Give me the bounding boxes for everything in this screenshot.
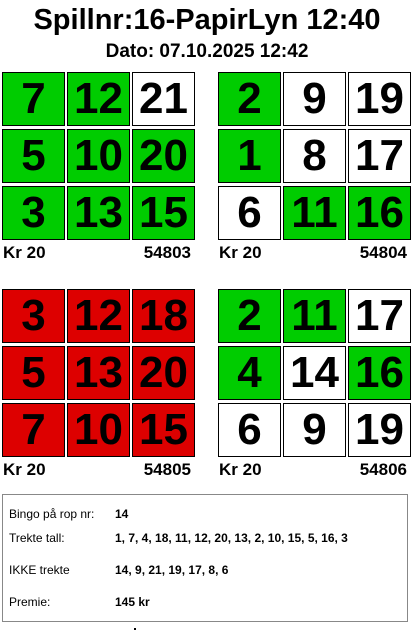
bingo-cell: 19 xyxy=(348,72,411,126)
bingo-cell: 17 xyxy=(348,129,411,183)
bingo-value: 14 xyxy=(115,507,129,521)
drawn-label: Trekte tall: xyxy=(9,531,65,545)
bingo-cell: 9 xyxy=(283,403,346,457)
result-panel: Bingo på rop nr: 14 Trekte tall: 1, 7, 4… xyxy=(2,494,408,622)
card-serial: 54805 xyxy=(143,460,191,479)
card-price: Kr 20 xyxy=(3,243,46,262)
bingo-cell: 6 xyxy=(218,403,281,457)
bingo-cell: 7 xyxy=(2,403,65,457)
bingo-cell: 2 xyxy=(218,72,281,126)
date-label: Dato: 07.10.2025 12:42 xyxy=(105,41,309,62)
card-grid: 2 11 17 4 14 16 6 9 19 xyxy=(218,289,411,457)
page-title: Spillnr:16-PapirLyn 12:40 xyxy=(33,4,381,36)
card-footer: Kr 20 54804 xyxy=(218,242,411,264)
bingo-cell: 14 xyxy=(283,346,346,400)
not-drawn-label: IKKE trekte xyxy=(9,563,70,577)
card-price: Kr 20 xyxy=(219,460,262,479)
bingo-card: 2 11 17 4 14 16 6 9 19 Kr 20 54806 xyxy=(218,289,411,481)
card-footer: Kr 20 54805 xyxy=(2,459,195,481)
card-serial: 54804 xyxy=(359,243,407,262)
bingo-cell: 18 xyxy=(132,289,195,343)
card-serial: 54806 xyxy=(359,460,407,479)
bingo-label: Bingo på rop nr: xyxy=(9,507,95,521)
drawn-value: 1, 7, 4, 18, 11, 12, 20, 13, 2, 10, 15, … xyxy=(115,531,348,545)
bingo-cell: 20 xyxy=(132,346,195,400)
bingo-card: 2 9 19 1 8 17 6 11 16 Kr 20 54804 xyxy=(218,72,411,264)
stray-mark xyxy=(134,628,136,630)
bingo-cell: 7 xyxy=(2,72,65,126)
bingo-cell: 17 xyxy=(348,289,411,343)
bingo-cell: 3 xyxy=(2,186,65,240)
bingo-cell: 15 xyxy=(132,403,195,457)
bingo-cell: 5 xyxy=(2,346,65,400)
card-footer: Kr 20 54803 xyxy=(2,242,195,264)
card-grid: 3 12 18 5 13 20 7 10 15 xyxy=(2,289,195,457)
bingo-cell: 5 xyxy=(2,129,65,183)
card-price: Kr 20 xyxy=(219,243,262,262)
prize-label: Premie: xyxy=(9,595,51,609)
bingo-cell: 6 xyxy=(218,186,281,240)
bingo-cell: 21 xyxy=(132,72,195,126)
bingo-cell: 11 xyxy=(283,186,346,240)
bingo-cell: 8 xyxy=(283,129,346,183)
not-drawn-value: 14, 9, 21, 19, 17, 8, 6 xyxy=(115,563,229,577)
bingo-cell: 12 xyxy=(67,289,130,343)
bingo-cell: 9 xyxy=(283,72,346,126)
bingo-cell: 15 xyxy=(132,186,195,240)
bingo-cell: 11 xyxy=(283,289,346,343)
bingo-cell: 20 xyxy=(132,129,195,183)
card-serial: 54803 xyxy=(143,243,191,262)
card-grid: 2 9 19 1 8 17 6 11 16 xyxy=(218,72,411,240)
bingo-cell: 4 xyxy=(218,346,281,400)
prize-value: 145 kr xyxy=(115,595,150,609)
bingo-cell: 3 xyxy=(2,289,65,343)
bingo-card: 7 12 21 5 10 20 3 13 15 Kr 20 54803 xyxy=(2,72,195,264)
bingo-cell: 2 xyxy=(218,289,281,343)
bingo-cell: 10 xyxy=(67,403,130,457)
bingo-cell: 16 xyxy=(348,186,411,240)
bingo-cell: 12 xyxy=(67,72,130,126)
bingo-cell: 1 xyxy=(218,129,281,183)
bingo-cell: 10 xyxy=(67,129,130,183)
card-grid: 7 12 21 5 10 20 3 13 15 xyxy=(2,72,195,240)
bingo-cell: 13 xyxy=(67,346,130,400)
bingo-cell: 13 xyxy=(67,186,130,240)
card-price: Kr 20 xyxy=(3,460,46,479)
bingo-cell: 16 xyxy=(348,346,411,400)
card-footer: Kr 20 54806 xyxy=(218,459,411,481)
bingo-cell: 19 xyxy=(348,403,411,457)
bingo-card: 3 12 18 5 13 20 7 10 15 Kr 20 54805 xyxy=(2,289,195,481)
